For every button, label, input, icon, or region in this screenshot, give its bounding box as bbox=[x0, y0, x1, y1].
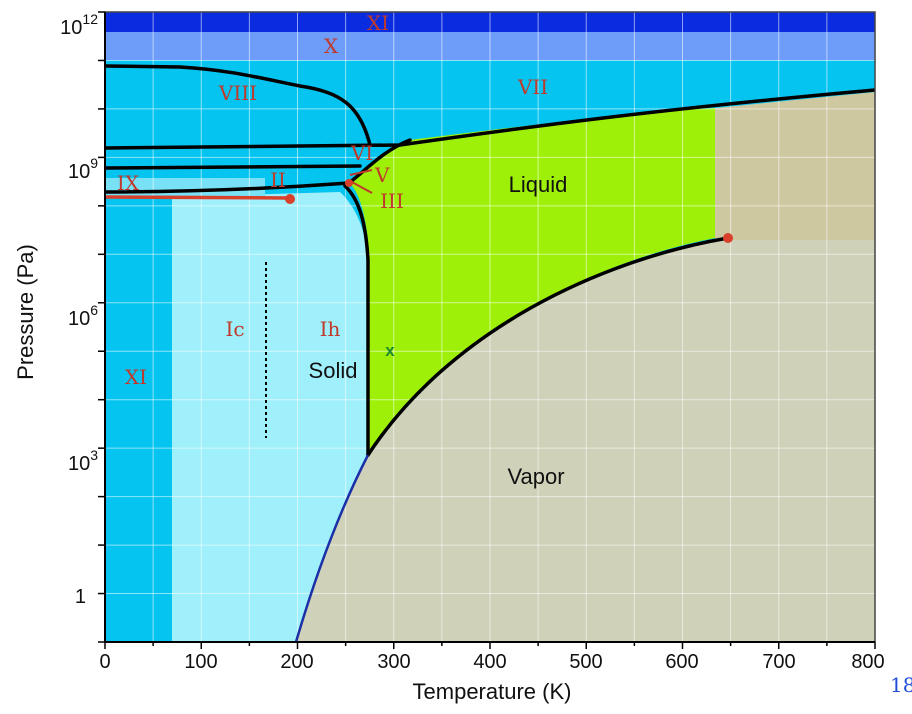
label-ice-ih: Ih bbox=[320, 317, 341, 341]
boundary-sublimation bbox=[294, 454, 370, 642]
x-tick-label: 600 bbox=[665, 651, 698, 673]
x-tick-label: 400 bbox=[473, 651, 506, 673]
x-tick-label: 700 bbox=[762, 651, 795, 673]
region-supercritical bbox=[715, 92, 875, 240]
y-tick-label-1e3: 103 bbox=[68, 447, 98, 475]
x-tick-label: 200 bbox=[280, 651, 313, 673]
boundary-vi-liquid bbox=[347, 138, 412, 185]
label-ice-viii: VIII bbox=[218, 81, 257, 105]
label-ice-ix: IX bbox=[117, 171, 140, 195]
x-tick-label: 0 bbox=[99, 651, 110, 673]
label-pointers bbox=[349, 169, 373, 194]
boundary-vaporization bbox=[366, 236, 730, 457]
y-tick-label-1e12: 1012 bbox=[60, 11, 98, 39]
label-vapor: Vapor bbox=[507, 464, 564, 489]
label-ice-ii: II bbox=[270, 168, 286, 192]
x-tick-labels: 0 100 200 300 400 500 600 700 800 bbox=[99, 651, 884, 673]
critical-point bbox=[723, 233, 733, 243]
boundary-melting-ih bbox=[343, 184, 370, 457]
boundary-vii-top bbox=[105, 64, 372, 147]
x-tick-label: 800 bbox=[851, 651, 884, 673]
axis-ticks bbox=[98, 11, 876, 649]
y-tick-label-1: 1 bbox=[75, 586, 86, 608]
phase-boundaries bbox=[105, 64, 875, 642]
label-ice-ic: Ic bbox=[225, 317, 244, 341]
marker-x: x bbox=[385, 341, 395, 360]
boundary-ix-red bbox=[105, 195, 291, 200]
x-tick-label: 100 bbox=[184, 651, 217, 673]
label-ice-iii: III bbox=[380, 189, 404, 213]
label-liquid: Liquid bbox=[509, 172, 568, 197]
label-ice-x: X bbox=[324, 34, 339, 58]
page-number-fragment: 18 bbox=[890, 673, 912, 697]
label-ice-v: V bbox=[374, 163, 390, 187]
phase-labels: XI X VIII VII VI V IX II III Ic Ih XI So… bbox=[117, 11, 567, 489]
x-axis-title: Temperature (K) bbox=[413, 679, 572, 704]
region-ice-ih bbox=[172, 192, 368, 642]
boundary-ii-ih bbox=[105, 181, 351, 194]
grid-lines bbox=[105, 12, 875, 642]
region-liquid bbox=[349, 108, 715, 455]
y-tick-label-1e9: 109 bbox=[68, 155, 98, 183]
y-tick-labels: 1012 109 106 103 1 bbox=[60, 11, 98, 608]
label-ice-xi-top: XI bbox=[367, 11, 389, 35]
label-ice-vii: VII bbox=[517, 75, 548, 99]
label-solid: Solid bbox=[309, 358, 358, 383]
boundary-vii-bottom bbox=[105, 88, 875, 150]
label-ice-xi-left: XI bbox=[125, 365, 147, 389]
y-tick-label-1e6: 106 bbox=[68, 302, 98, 330]
x-tick-label: 300 bbox=[377, 651, 410, 673]
ix-end-point bbox=[285, 194, 295, 204]
triple-point-ii-iii bbox=[345, 179, 353, 187]
y-axis-title: Pressure (Pa) bbox=[13, 244, 38, 380]
x-tick-label: 500 bbox=[569, 651, 602, 673]
boundary-vi-ii bbox=[105, 164, 362, 170]
label-ice-vi: VI bbox=[350, 141, 373, 165]
